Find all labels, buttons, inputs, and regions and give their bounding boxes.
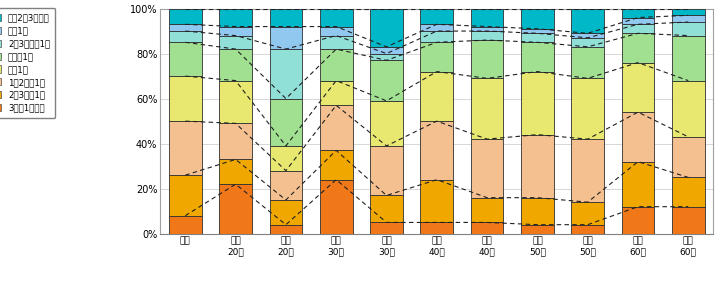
Bar <box>320 36 352 49</box>
Bar <box>370 223 403 234</box>
Bar <box>219 123 252 159</box>
Bar <box>471 198 504 223</box>
Bar <box>320 9 352 27</box>
Bar <box>421 42 453 72</box>
Bar <box>672 22 705 36</box>
Bar <box>370 196 403 223</box>
Bar <box>571 9 604 33</box>
Bar <box>169 31 202 42</box>
Bar <box>421 121 453 180</box>
Bar <box>571 225 604 234</box>
Bar <box>471 27 504 31</box>
Bar <box>370 54 403 60</box>
Bar <box>370 9 403 47</box>
Bar <box>571 38 604 47</box>
Bar <box>571 139 604 202</box>
Bar <box>521 9 554 29</box>
Bar <box>421 31 453 42</box>
Bar <box>320 27 352 36</box>
Bar <box>219 81 252 123</box>
Bar <box>269 146 302 171</box>
Bar <box>571 202 604 225</box>
Bar <box>370 101 403 146</box>
Bar <box>320 180 352 234</box>
Legend: 月に2～3回以上, 月に1回, 2～3カ月に1回, 半年に1回, 年に1回, 1～2年に1回, 2～3年に1回, 3年に1回未満: 月に2～3回以上, 月に1回, 2～3カ月に1回, 半年に1回, 年に1回, 1… <box>0 8 55 118</box>
Bar <box>269 200 302 225</box>
Bar <box>471 9 504 27</box>
Bar <box>672 9 705 15</box>
Bar <box>219 159 252 184</box>
Bar <box>521 135 554 198</box>
Bar <box>622 33 654 63</box>
Bar <box>320 49 352 81</box>
Bar <box>571 78 604 139</box>
Bar <box>521 198 554 225</box>
Bar <box>571 47 604 78</box>
Bar <box>219 49 252 81</box>
Bar <box>320 81 352 105</box>
Bar <box>521 42 554 72</box>
Bar <box>672 36 705 81</box>
Bar <box>421 223 453 234</box>
Bar <box>169 9 202 24</box>
Bar <box>521 29 554 33</box>
Bar <box>169 121 202 175</box>
Bar <box>622 24 654 33</box>
Bar <box>320 150 352 180</box>
Bar <box>622 207 654 234</box>
Bar <box>370 60 403 101</box>
Bar <box>169 216 202 234</box>
Bar <box>169 24 202 31</box>
Bar <box>219 9 252 27</box>
Bar <box>521 33 554 42</box>
Bar <box>571 33 604 38</box>
Bar <box>219 184 252 234</box>
Bar <box>471 139 504 198</box>
Bar <box>672 15 705 22</box>
Bar <box>672 137 705 177</box>
Bar <box>622 18 654 24</box>
Bar <box>269 225 302 234</box>
Bar <box>622 9 654 18</box>
Bar <box>672 207 705 234</box>
Bar <box>219 36 252 49</box>
Bar <box>622 112 654 162</box>
Bar <box>622 63 654 112</box>
Bar <box>370 47 403 54</box>
Bar <box>269 171 302 200</box>
Bar <box>421 24 453 31</box>
Bar <box>169 42 202 76</box>
Bar <box>421 180 453 223</box>
Bar <box>521 72 554 135</box>
Bar <box>269 27 302 49</box>
Bar <box>169 76 202 121</box>
Bar <box>471 40 504 78</box>
Bar <box>269 9 302 27</box>
Bar <box>269 49 302 99</box>
Bar <box>471 78 504 139</box>
Bar <box>421 72 453 121</box>
Bar <box>471 223 504 234</box>
Bar <box>471 31 504 40</box>
Bar <box>169 175 202 216</box>
Bar <box>622 162 654 207</box>
Bar <box>672 177 705 207</box>
Bar <box>521 225 554 234</box>
Bar <box>370 146 403 196</box>
Bar <box>320 105 352 150</box>
Bar <box>421 9 453 24</box>
Bar <box>269 99 302 146</box>
Bar <box>219 27 252 36</box>
Bar <box>672 81 705 137</box>
